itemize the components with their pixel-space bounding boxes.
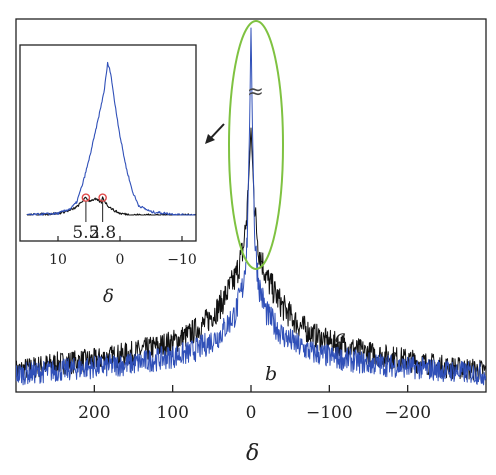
inset-x-tick-label: 0 xyxy=(116,252,125,268)
main-series-line-b xyxy=(16,27,486,386)
main-x-tick-label: 200 xyxy=(78,403,110,423)
inset-x-tick-label: 10 xyxy=(49,252,67,268)
inset-x-ticks: 10 0 −10 xyxy=(49,236,197,268)
inset-background xyxy=(20,45,196,218)
inset-series-line-b xyxy=(26,61,196,216)
inset-arrow xyxy=(205,123,225,144)
inset-series-group xyxy=(26,61,196,216)
main-x-tick-label: −200 xyxy=(384,403,431,423)
main-x-axis-title: δ xyxy=(246,441,259,466)
peak-highlight-ellipse xyxy=(228,20,284,270)
main-series-group xyxy=(16,27,486,386)
main-x-tick-label: 100 xyxy=(156,403,188,423)
inset-peak-marker xyxy=(98,193,107,202)
inset-peak-label: 2.8 xyxy=(89,223,116,243)
inset-peak-marker xyxy=(81,193,91,202)
main-x-tick-label: −100 xyxy=(306,403,353,423)
main-x-ticks: 200 100 0 −100 −200 xyxy=(78,385,431,423)
series-label-a: a xyxy=(335,326,346,348)
series-label-b: b xyxy=(265,363,277,385)
inset-x-axis-title: δ xyxy=(103,286,114,307)
main-x-tick-label: 0 xyxy=(246,403,257,423)
inset-peak-label: 5.5 xyxy=(72,223,99,243)
inset-peak-markers xyxy=(81,193,107,202)
axis-break-marker: ≈ xyxy=(247,79,264,103)
inset-plot-frame xyxy=(19,44,197,242)
inset-x-tick-label: −10 xyxy=(167,252,197,268)
inset-peak-labels: 5.52.8 xyxy=(72,201,116,243)
